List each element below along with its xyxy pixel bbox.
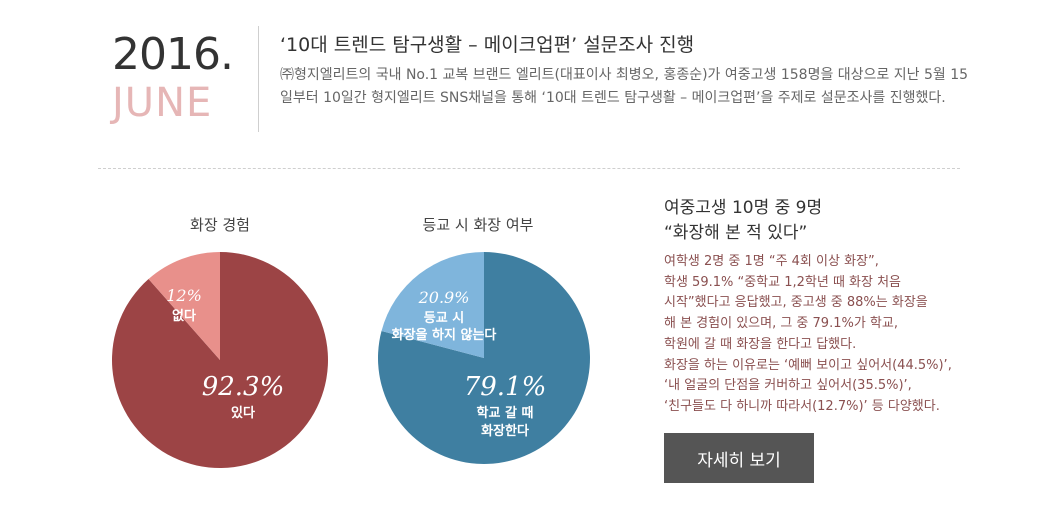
pie2-slice1-value: 79.1%: [463, 372, 547, 402]
chart1-title: 화장 경험: [190, 216, 250, 234]
intro-text: ㈜형지엘리트의 국내 No.1 교복 브랜드 엘리트(대표이사 최병오, 홍종순…: [280, 67, 969, 106]
side-body-line: 여학생 2명 중 1명 “주 4회 이상 화장”,: [664, 254, 879, 269]
side-body-line: ‘친구들도 다 하니까 따라서(12.7%)’ 등 다양했다.: [664, 398, 940, 414]
side-body-line: 학생 59.1% “중학교 1,2학년 때 화장 처음: [664, 274, 902, 290]
vertical-divider: [258, 26, 259, 132]
side-body: 여학생 2명 중 1명 “주 4회 이상 화장”, 학생 59.1% “중학교 …: [664, 252, 994, 418]
side-body-line: 화장을 하는 이유로는 ‘예뻐 보이고 싶어서(44.5%)’,: [664, 357, 952, 373]
dashed-divider: [98, 168, 960, 169]
side-body-line: 학원에 갈 때 화장을 한다고 답했다.: [664, 336, 857, 352]
pie1-slice2-value: 12%: [166, 286, 202, 305]
side-title: 여중고생 10명 중 9명 “화장해 본 적 있다”: [664, 196, 984, 246]
side-body-line: ‘내 얼굴의 단점을 커버하고 싶어서(35.5%)’,: [664, 378, 912, 394]
pie1-slice1-value: 92.3%: [201, 372, 285, 402]
pie-slice-minor: [381, 252, 484, 358]
pie2-slice2-label: 등교 시 화장을 하지 않는다: [391, 311, 497, 343]
chart2-title: 등교 시 화장 여부: [422, 216, 534, 234]
side-body-line: 시작”했다고 응답했고, 중고생 중 88%는 화장을: [664, 295, 928, 311]
pie1-slice1-label: 있다: [231, 406, 255, 421]
see-more-button[interactable]: 자세히 보기: [664, 433, 814, 483]
month: JUNE: [112, 80, 213, 126]
year: 2016.: [112, 29, 234, 80]
side-title-line2: “화장해 본 적 있다”: [664, 223, 808, 243]
headline: ‘10대 트렌드 탐구생활 – 메이크업편’ 설문조사 진행: [280, 34, 695, 56]
pie-slice-minor: [148, 252, 220, 360]
pie2-slice2-value: 20.9%: [418, 288, 470, 307]
pie-chart-school-makeup: [378, 252, 590, 464]
pie2-slice1-label: 학교 갈 때 화장한다: [476, 406, 534, 439]
side-body-line: 해 본 경험이 있으며, 그 중 79.1%가 학교,: [664, 316, 898, 332]
date-block: 2016. JUNE: [112, 29, 242, 127]
side-title-line1: 여중고생 10명 중 9명: [664, 198, 823, 218]
pie-chart-makeup-experience: [112, 252, 328, 468]
pie1-slice2-label: 없다: [172, 309, 196, 324]
